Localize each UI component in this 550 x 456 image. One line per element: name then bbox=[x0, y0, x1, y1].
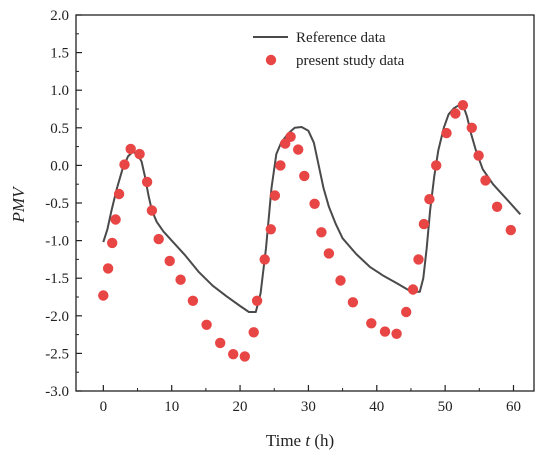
data-point-present-study bbox=[98, 290, 109, 301]
y-tick-label: -1.5 bbox=[45, 271, 69, 287]
data-point-present-study bbox=[466, 122, 477, 133]
data-point-present-study bbox=[431, 160, 442, 171]
data-point-present-study bbox=[113, 188, 125, 200]
data-point-present-study bbox=[473, 150, 484, 161]
x-tick-label: 60 bbox=[506, 399, 521, 415]
x-tick-label: 30 bbox=[301, 399, 316, 415]
y-tick-label: -1.0 bbox=[45, 234, 69, 250]
data-point-present-study bbox=[228, 349, 239, 360]
data-point-present-study bbox=[265, 224, 276, 235]
y-tick-label: -2.5 bbox=[45, 346, 69, 362]
y-tick-label: 0.5 bbox=[50, 121, 69, 137]
y-axis-ticks: -3.0 -2.5 -2.0 -1.5 -1.0 -0.5 0.0 0.5 1.0 1.5 2.0 bbox=[45, 8, 82, 400]
y-tick-label: 2.0 bbox=[50, 8, 69, 24]
plot-frame bbox=[75, 14, 535, 392]
data-point-present-study bbox=[110, 214, 121, 225]
data-point-present-study bbox=[102, 263, 114, 274]
x-tick-label: 50 bbox=[438, 399, 453, 415]
x-tick-label: 20 bbox=[233, 399, 248, 415]
x-axis-title: Time t (h) bbox=[266, 431, 334, 450]
legend-label-reference: Reference data bbox=[296, 30, 386, 46]
legend-label-present-study: present study data bbox=[296, 53, 405, 69]
data-point-present-study bbox=[107, 237, 118, 249]
data-point-present-study bbox=[309, 198, 320, 209]
y-tick-label: 1.0 bbox=[50, 83, 69, 99]
data-point-present-study bbox=[491, 201, 503, 212]
data-point-present-study bbox=[391, 328, 402, 339]
data-point-present-study bbox=[125, 143, 136, 155]
data-point-present-study bbox=[201, 319, 212, 330]
data-point-present-study bbox=[441, 127, 452, 139]
series-layer bbox=[98, 100, 522, 362]
data-point-present-study bbox=[259, 254, 270, 265]
x-axis-ticks: 0 10 20 30 40 50 60 bbox=[100, 385, 521, 415]
data-point-present-study bbox=[164, 255, 175, 267]
data-point-present-study bbox=[134, 148, 145, 160]
data-point-present-study bbox=[407, 284, 419, 295]
data-point-present-study bbox=[418, 218, 430, 230]
data-point-present-study bbox=[187, 295, 199, 306]
data-point-present-study bbox=[424, 194, 435, 205]
data-point-present-study bbox=[141, 176, 153, 188]
data-point-present-study bbox=[457, 100, 469, 111]
data-point-present-study bbox=[366, 318, 377, 329]
data-point-present-study bbox=[316, 227, 327, 238]
data-point-present-study bbox=[239, 351, 250, 362]
data-point-present-study bbox=[347, 297, 359, 308]
data-point-present-study bbox=[401, 306, 412, 318]
data-point-present-study bbox=[480, 175, 491, 186]
data-point-present-study bbox=[293, 144, 304, 155]
y-tick-label: -2.0 bbox=[45, 309, 69, 325]
data-point-present-study bbox=[285, 131, 296, 142]
y-axis-title: PMV bbox=[9, 185, 28, 224]
data-point-present-study bbox=[413, 254, 424, 265]
data-point-present-study bbox=[450, 108, 461, 119]
data-point-present-study bbox=[119, 159, 130, 170]
data-point-present-study bbox=[335, 275, 346, 286]
data-point-present-study bbox=[269, 190, 281, 201]
y-tick-label: 1.5 bbox=[50, 46, 69, 62]
x-tick-label: 10 bbox=[164, 399, 179, 415]
data-point-present-study bbox=[323, 248, 335, 259]
data-point-present-study bbox=[175, 274, 186, 285]
legend: Reference data present study data bbox=[253, 30, 405, 69]
y-tick-label: 0.0 bbox=[50, 158, 69, 174]
legend-swatch-present-study bbox=[265, 54, 277, 66]
data-point-present-study bbox=[505, 224, 516, 236]
data-point-present-study bbox=[146, 205, 158, 216]
y-tick-label: -3.0 bbox=[45, 384, 69, 400]
x-tick-label: 40 bbox=[369, 399, 384, 415]
data-point-present-study bbox=[379, 326, 391, 337]
y-tick-label: -0.5 bbox=[45, 196, 69, 212]
x-tick-label: 0 bbox=[100, 399, 108, 415]
data-point-present-study bbox=[248, 327, 259, 338]
series-line-reference-data bbox=[102, 104, 522, 313]
data-point-present-study bbox=[251, 295, 263, 306]
data-point-present-study bbox=[153, 233, 164, 245]
data-point-present-study bbox=[275, 160, 286, 171]
data-point-present-study bbox=[299, 170, 310, 182]
data-point-present-study bbox=[215, 337, 226, 349]
